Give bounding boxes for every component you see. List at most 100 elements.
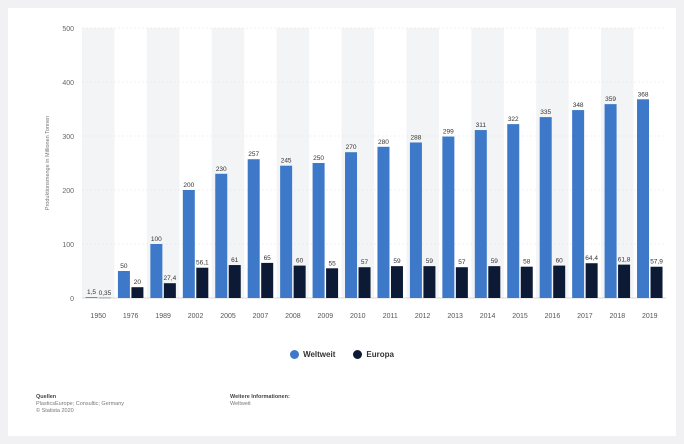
data-label-europa: 59	[491, 258, 499, 265]
bar-europa	[520, 266, 533, 298]
data-label-weltweit: 250	[313, 155, 324, 162]
bar-weltweit	[604, 104, 617, 298]
bar-europa	[131, 287, 144, 298]
bar-weltweit	[182, 190, 195, 298]
data-label-europa: 64,4	[585, 255, 598, 262]
source-heading: Quellen	[36, 394, 57, 400]
bar-weltweit	[637, 99, 650, 298]
bar-europa	[163, 283, 176, 298]
source-line: © Statista 2020	[36, 408, 74, 414]
x-tick-label: 2015	[512, 313, 528, 320]
bar-weltweit	[539, 117, 552, 298]
y-tick-label: 400	[62, 80, 74, 87]
bar-weltweit	[442, 136, 455, 298]
data-label-europa: 60	[296, 258, 304, 265]
bar-europa	[618, 264, 631, 298]
legend-swatch-weltweit	[290, 350, 300, 359]
x-tick-label: 1976	[123, 313, 139, 320]
data-label-europa: 0,35	[99, 290, 112, 297]
source-block: Quellen PlasticsEurope; Consultic; Germa…	[36, 394, 124, 415]
bar-weltweit	[377, 146, 390, 298]
x-tick-label: 2011	[383, 313, 398, 320]
data-label-europa: 55	[328, 260, 336, 267]
data-label-europa: 61	[231, 257, 239, 264]
info-line: Weltweit	[230, 401, 251, 407]
y-tick-label: 300	[62, 134, 74, 141]
bar-weltweit	[150, 244, 163, 298]
bar-weltweit	[345, 152, 358, 298]
bar-europa	[358, 267, 371, 298]
bar-europa	[585, 263, 598, 298]
bar-weltweit	[507, 124, 520, 299]
data-label-weltweit: 322	[508, 116, 519, 123]
bar-weltweit	[85, 297, 98, 298]
source-line: PlasticsEurope; Consultic; Germany	[36, 401, 125, 407]
x-tick-label: 1989	[155, 313, 171, 320]
x-tick-label: 2019	[642, 313, 658, 320]
data-label-europa: 57	[361, 259, 369, 266]
data-label-weltweit: 200	[183, 182, 194, 189]
bar-europa	[196, 267, 209, 298]
legend-label-europa: Europa	[366, 350, 394, 359]
x-tick-label: 2009	[318, 313, 334, 320]
data-label-europa: 65	[264, 255, 272, 262]
bar-europa	[488, 266, 501, 298]
bar-weltweit	[312, 163, 325, 298]
data-label-europa: 59	[393, 258, 401, 265]
x-tick-label: 2007	[253, 313, 269, 320]
data-label-weltweit: 335	[540, 109, 551, 116]
data-label-weltweit: 257	[248, 151, 259, 158]
x-tick-label: 1950	[90, 313, 106, 320]
data-label-weltweit: 230	[216, 166, 227, 173]
x-tick-label: 2010	[350, 313, 366, 320]
x-tick-label: 2018	[610, 313, 626, 320]
data-label-europa: 58	[523, 259, 531, 266]
data-label-europa: 57,9	[650, 259, 663, 266]
y-tick-label: 200	[62, 188, 74, 195]
data-label-weltweit: 270	[346, 144, 357, 151]
y-tick-label: 500	[62, 26, 74, 33]
data-label-weltweit: 359	[605, 96, 616, 103]
bar-weltweit	[409, 142, 422, 298]
x-tick-label: 2005	[220, 313, 236, 320]
data-label-weltweit: 288	[410, 134, 421, 141]
x-tick-label: 2002	[188, 313, 204, 320]
legend-swatch-europa	[353, 350, 363, 359]
data-label-weltweit: 368	[638, 91, 649, 98]
column-band	[82, 28, 115, 298]
x-tick-label: 2017	[577, 313, 593, 320]
data-label-weltweit: 348	[573, 102, 584, 109]
data-label-europa: 27,4	[164, 275, 177, 282]
y-tick-label: 0	[70, 296, 74, 303]
data-label-weltweit: 245	[281, 158, 292, 165]
y-axis-label: Produktionsmenge in Millionen Tonnen	[45, 116, 51, 210]
data-label-europa: 60	[556, 258, 564, 265]
data-label-europa: 57	[458, 259, 466, 266]
bar-weltweit	[572, 110, 585, 298]
bar-weltweit	[215, 173, 228, 298]
data-label-weltweit: 50	[120, 263, 128, 270]
info-heading: Weitere Informationen:	[230, 394, 290, 400]
data-label-europa: 59	[426, 258, 434, 265]
y-tick-label: 100	[62, 242, 74, 249]
bar-weltweit	[280, 165, 293, 298]
data-label-europa: 20	[134, 279, 142, 286]
bar-europa	[553, 265, 566, 298]
info-block: Weitere Informationen: Weltweit	[230, 394, 290, 408]
bar-europa	[326, 268, 339, 298]
legend: Weltweit Europa	[0, 350, 684, 359]
legend-item-weltweit[interactable]: Weltweit	[290, 350, 335, 359]
bar-europa	[390, 266, 403, 298]
data-label-weltweit: 100	[151, 236, 162, 243]
x-tick-label: 2014	[480, 313, 496, 320]
x-tick-label: 2012	[415, 313, 431, 320]
data-label-weltweit: 1,5	[87, 289, 96, 296]
data-label-weltweit: 311	[476, 122, 487, 129]
legend-label-weltweit: Weltweit	[303, 350, 336, 359]
bar-weltweit	[474, 130, 487, 298]
bar-europa	[228, 265, 241, 298]
data-label-weltweit: 299	[443, 129, 454, 136]
bar-europa	[455, 267, 468, 298]
legend-item-europa[interactable]: Europa	[353, 350, 394, 359]
bar-europa	[261, 262, 274, 298]
